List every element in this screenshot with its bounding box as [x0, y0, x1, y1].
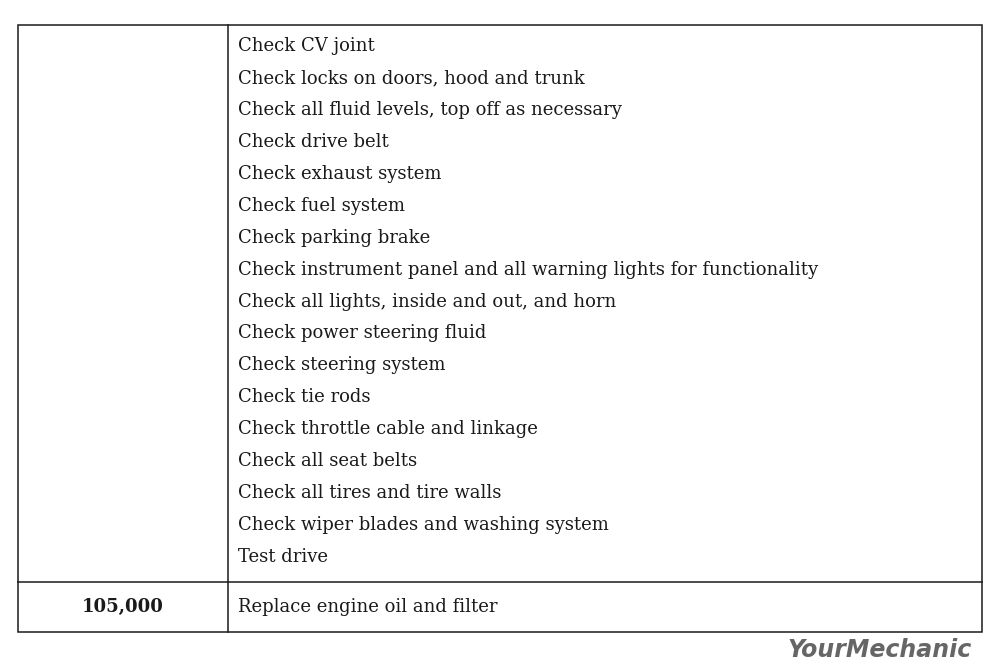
Text: Check wiper blades and washing system: Check wiper blades and washing system — [238, 516, 609, 534]
Text: Check CV joint: Check CV joint — [238, 37, 375, 55]
Text: Test drive: Test drive — [238, 548, 328, 566]
Text: Check power steering fluid: Check power steering fluid — [238, 324, 486, 342]
Text: Check exhaust system: Check exhaust system — [238, 165, 442, 183]
Text: Check steering system: Check steering system — [238, 356, 446, 374]
Text: Check tie rods: Check tie rods — [238, 388, 370, 406]
Text: Check all tires and tire walls: Check all tires and tire walls — [238, 484, 501, 502]
Text: Check locks on doors, hood and trunk: Check locks on doors, hood and trunk — [238, 69, 585, 87]
Text: Check throttle cable and linkage: Check throttle cable and linkage — [238, 420, 538, 438]
Text: Replace engine oil and filter: Replace engine oil and filter — [238, 598, 498, 616]
Text: Check all seat belts: Check all seat belts — [238, 452, 417, 470]
Text: Check parking brake: Check parking brake — [238, 229, 430, 247]
Text: YourMechanic: YourMechanic — [788, 638, 972, 662]
Text: Check fuel system: Check fuel system — [238, 197, 405, 215]
Text: Check drive belt: Check drive belt — [238, 133, 389, 151]
Text: Check instrument panel and all warning lights for functionality: Check instrument panel and all warning l… — [238, 261, 818, 279]
Text: Check all lights, inside and out, and horn: Check all lights, inside and out, and ho… — [238, 293, 616, 311]
Text: Check all fluid levels, top off as necessary: Check all fluid levels, top off as neces… — [238, 101, 622, 119]
Text: 105,000: 105,000 — [82, 598, 164, 616]
